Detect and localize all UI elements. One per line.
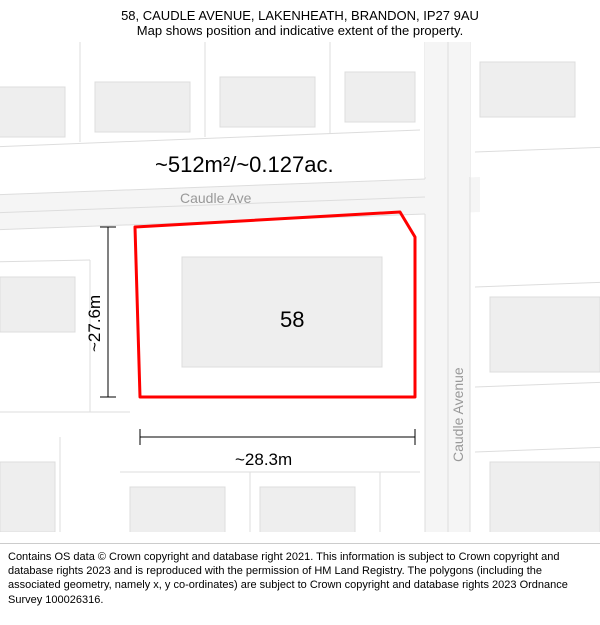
header-title: 58, CAUDLE AVENUE, LAKENHEATH, BRANDON, … [10, 8, 590, 23]
street-label-vertical: Caudle Avenue [450, 367, 466, 462]
area-label: ~512m²/~0.127ac. [155, 152, 334, 178]
map-area: ~512m²/~0.127ac. 58 ~28.3m ~27.6m Caudle… [0, 42, 600, 532]
header-subtitle: Map shows position and indicative extent… [10, 23, 590, 38]
street-label-horizontal: Caudle Ave [180, 190, 251, 206]
footer-copyright: Contains OS data © Crown copyright and d… [0, 543, 600, 625]
height-dimension-label: ~27.6m [85, 295, 105, 352]
header: 58, CAUDLE AVENUE, LAKENHEATH, BRANDON, … [0, 0, 600, 42]
plot-number: 58 [280, 307, 304, 333]
width-dimension-label: ~28.3m [235, 450, 292, 470]
map-svg [0, 42, 600, 532]
